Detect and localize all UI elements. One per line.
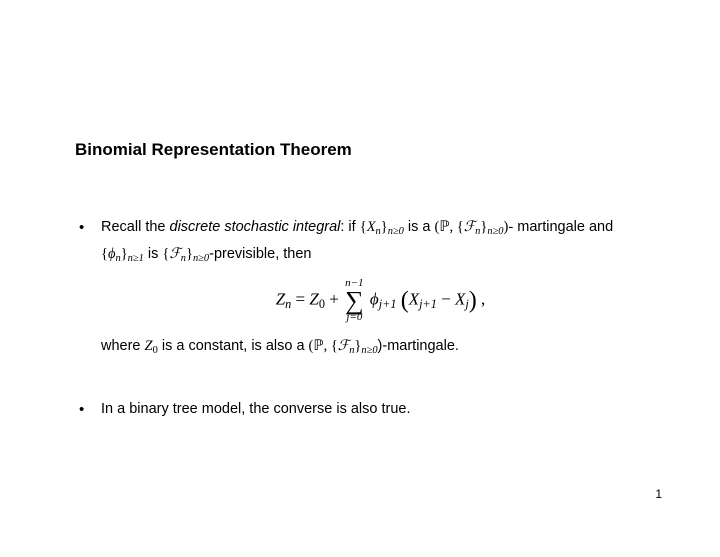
filtration: ℱ	[464, 219, 475, 235]
brace: {	[457, 219, 464, 235]
var-Z: Z	[145, 338, 153, 354]
sub: n≥0	[487, 226, 503, 237]
brace: {	[360, 219, 367, 235]
brace: }	[381, 219, 388, 235]
prob-measure: ℙ	[313, 338, 323, 354]
title: Binomial Representation Theorem	[75, 140, 660, 160]
text: : if	[340, 219, 359, 235]
brace: {	[331, 338, 338, 354]
text: martingale and	[517, 219, 613, 235]
text: In a binary tree model, the converse is …	[101, 401, 411, 417]
brace: {	[101, 246, 108, 262]
text: is a constant, is also a	[158, 338, 309, 354]
sub: n≥1	[128, 253, 144, 264]
equals: =	[291, 289, 309, 308]
sub: j+1	[379, 297, 397, 311]
bullet-item-1: Recall the discrete stochastic integral:…	[75, 214, 660, 360]
prob-measure: ℙ	[439, 219, 449, 235]
text: )-martingale.	[378, 338, 459, 354]
var-X: X	[409, 289, 419, 308]
big-paren-close: )	[469, 287, 477, 313]
sub: j+1	[419, 297, 437, 311]
text: is	[144, 246, 163, 262]
sum-lower: j=0	[345, 312, 364, 323]
sub: n≥0	[361, 345, 377, 356]
comma: ,	[450, 219, 457, 235]
tail: ,	[477, 289, 486, 308]
display-equation: Zn = Z0 + n−1∑j=0 ϕj+1 (Xj+1 − Xj) ,	[101, 278, 660, 323]
brace: }	[186, 246, 193, 262]
sub: n≥0	[388, 226, 404, 237]
text: Recall the	[101, 219, 170, 235]
paren: )-	[504, 219, 514, 235]
bullet-list: Recall the discrete stochastic integral:…	[75, 214, 660, 423]
var-Z: Z	[276, 289, 285, 308]
text: is a	[404, 219, 435, 235]
var-phi: ϕ	[366, 289, 379, 308]
summation: n−1∑j=0	[345, 278, 364, 323]
sigma: ∑	[345, 289, 364, 312]
text: where	[101, 338, 145, 354]
sub: n≥0	[193, 253, 209, 264]
minus: −	[437, 289, 455, 308]
filtration: ℱ	[169, 246, 180, 262]
var-X: X	[455, 289, 465, 308]
big-paren-open: (	[401, 287, 409, 313]
var-Z: Z	[309, 289, 318, 308]
emph-term: discrete stochastic integral	[170, 219, 341, 235]
bullet-item-2: In a binary tree model, the converse is …	[75, 396, 660, 423]
page: Binomial Representation Theorem Recall t…	[0, 0, 720, 557]
var-X: X	[367, 219, 376, 235]
plus: +	[325, 289, 343, 308]
text: -previsible, then	[209, 246, 311, 262]
comma: ,	[324, 338, 331, 354]
filtration: ℱ	[338, 338, 349, 354]
page-number: 1	[655, 487, 662, 501]
brace: }	[121, 246, 128, 262]
